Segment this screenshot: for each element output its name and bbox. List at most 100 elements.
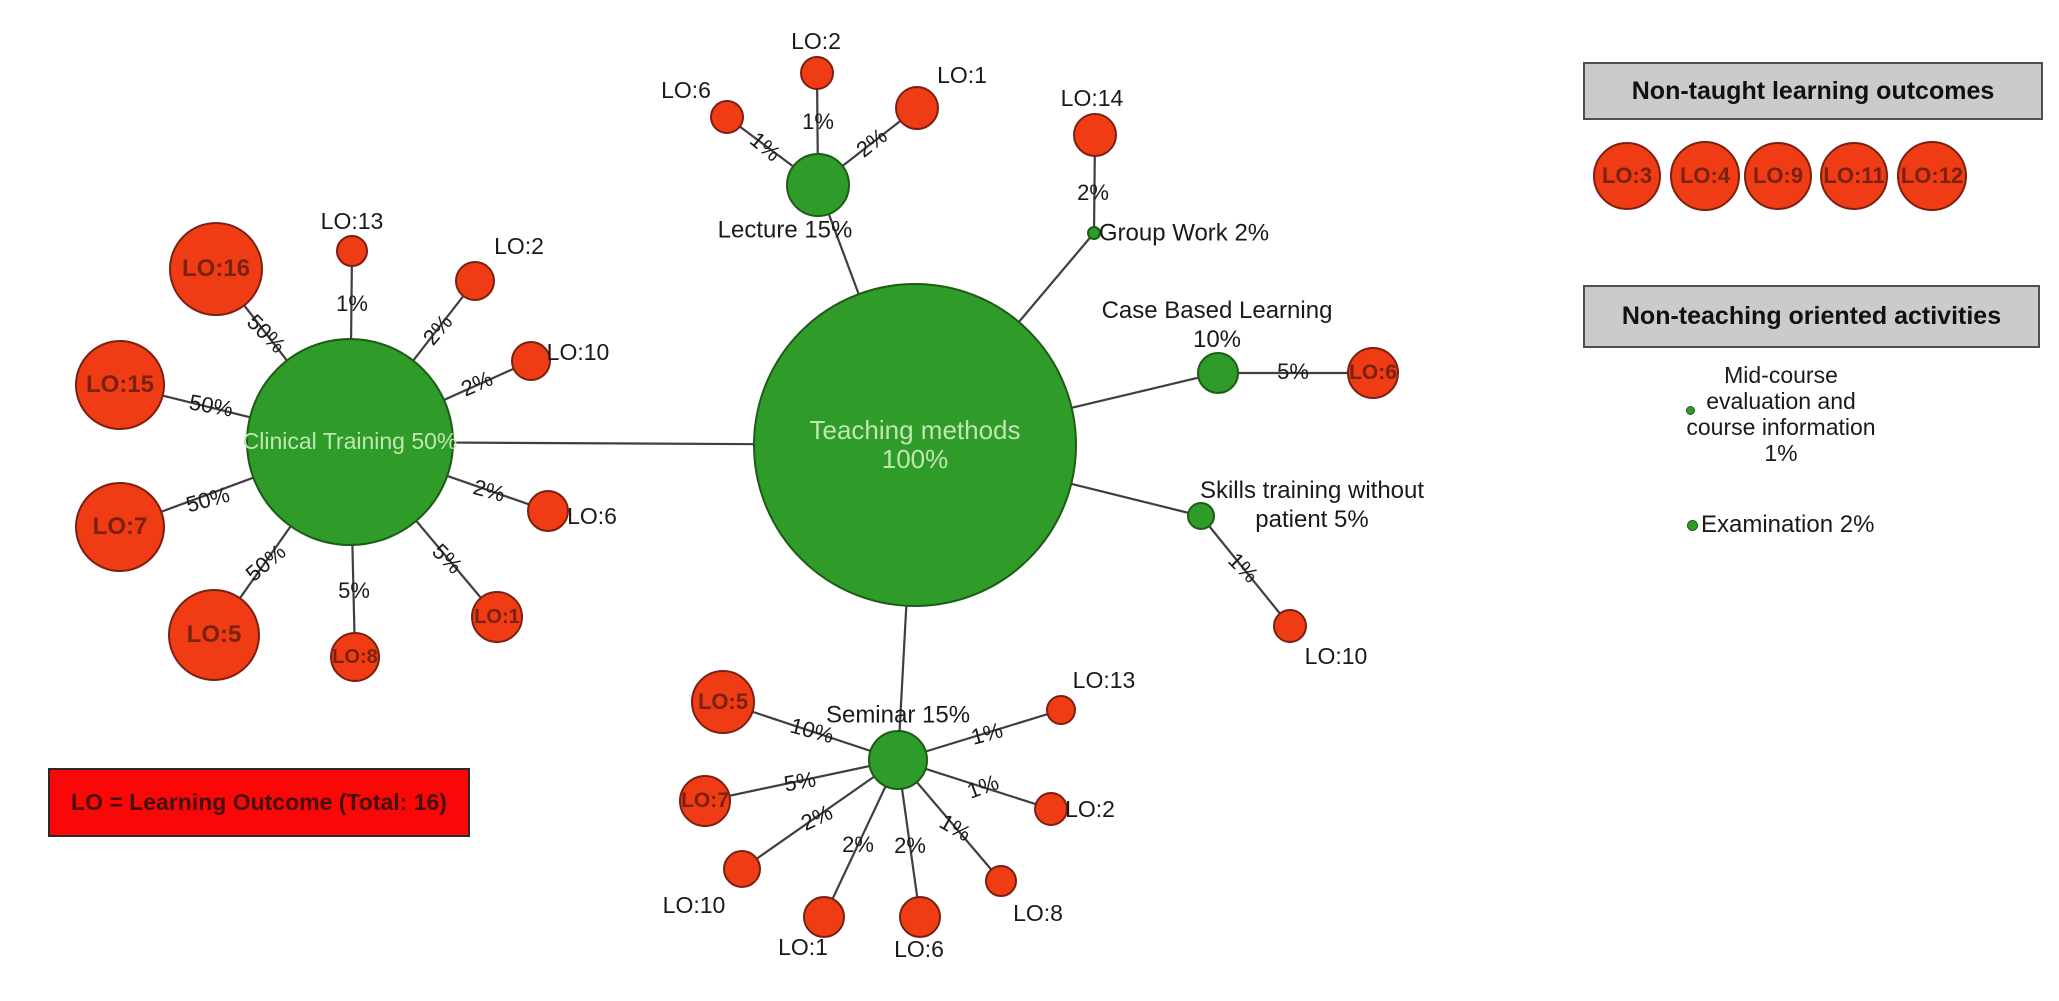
edge-pct-lecture-l2: 1% [802, 109, 834, 134]
node-casebased [1197, 352, 1239, 394]
node-c5: LO:5 [168, 589, 260, 681]
node-nt2: LO:9 [1744, 142, 1812, 210]
node-se1 [803, 896, 845, 938]
node-label-line: Seminar 15% [825, 701, 971, 729]
node-label-c6: LO:6 [567, 503, 617, 531]
node-label-line: Skills training without [1199, 477, 1425, 505]
node-label-l14: LO:14 [1061, 85, 1124, 113]
edge-pct-seminar-se6: 2% [894, 833, 926, 858]
node-c7: LO:7 [75, 482, 165, 572]
node-nt3: LO:11 [1820, 142, 1888, 210]
edge-seminar-se7 [704, 758, 899, 803]
node-inside-label: LO:6 [1349, 361, 1397, 385]
node-se5: LO:5 [691, 670, 755, 734]
node-label-line: LO:6 [567, 503, 617, 530]
midcourse-item: Mid-course evaluation and course informa… [1661, 362, 1901, 466]
node-inside-label: LO:3 [1601, 162, 1653, 188]
node-label-line: LO:1 [937, 62, 987, 89]
midcourse-line-1: Mid-course [1724, 362, 1838, 388]
node-se10 [723, 850, 761, 888]
non-taught-panel-header: Non-taught learning outcomes [1583, 62, 2043, 120]
midcourse-dot-icon [1686, 406, 1695, 415]
node-label-line: LO:8 [1013, 900, 1063, 927]
node-label-s10: LO:10 [1305, 643, 1368, 671]
edge-pct-clinical-c13: 1% [336, 291, 368, 316]
node-label-line: Lecture 15% [717, 216, 853, 244]
node-inside-label: Clinical Training 50% [242, 428, 458, 455]
node-label-se8: LO:8 [1013, 900, 1063, 928]
edge-pct-groupwork-l14: 2% [1077, 180, 1109, 205]
node-c10 [511, 341, 551, 381]
node-label-l1: LO:1 [937, 62, 987, 90]
node-inside-label: LO:5 [186, 620, 242, 648]
node-label-line: LO:6 [894, 936, 944, 963]
node-inside-label: LO:16 [181, 254, 250, 282]
node-skills [1187, 502, 1215, 530]
node-nt4: LO:12 [1897, 141, 1967, 211]
node-label-line: 10% [1192, 326, 1242, 353]
node-label-line: Case Based Learning [1101, 297, 1333, 325]
node-inside-label: Teaching methods [809, 414, 1021, 445]
node-label-line: LO:6 [661, 77, 711, 104]
node-nt0: LO:3 [1593, 142, 1661, 210]
node-inside-label: LO:7 [681, 789, 729, 813]
node-label-line: LO:2 [791, 28, 841, 55]
edge-pct-casebased-cb6: 5% [1277, 359, 1309, 384]
examination-dot-icon [1687, 520, 1698, 531]
midcourse-line-3: course information [1686, 414, 1876, 440]
node-c1: LO:1 [471, 591, 523, 643]
node-c8: LO:8 [330, 632, 380, 682]
non-teaching-panel-header: Non-teaching oriented activities [1583, 285, 2040, 348]
legend-box: LO = Learning Outcome (Total: 16) [48, 768, 470, 837]
node-label-line: LO:13 [1072, 667, 1136, 694]
midcourse-line-4: 1% [1764, 440, 1798, 466]
node-label-c2: LO:2 [494, 233, 544, 261]
node-label-line: LO:14 [1060, 85, 1124, 112]
node-label-seminar: Seminar 15% [826, 702, 970, 731]
node-label-line: LO:10 [1304, 643, 1368, 670]
node-label-c10: LO:10 [547, 339, 610, 367]
node-label-se2: LO:2 [1065, 796, 1115, 824]
edge-pct-seminar-se1: 2% [842, 832, 874, 857]
node-seminar [868, 730, 928, 790]
node-label-se13: LO:13 [1073, 667, 1136, 695]
node-teaching: Teaching methods 100% [753, 283, 1077, 607]
node-inside-label: LO:15 [85, 370, 154, 398]
node-c15: LO:15 [75, 340, 165, 430]
node-label-line: Group Work 2% [1098, 219, 1270, 247]
non-teaching-panel-title: Non-teaching oriented activities [1621, 302, 2002, 330]
node-label-groupwork: Group Work 2% [1099, 220, 1269, 249]
node-label-se10: LO:10 [663, 892, 726, 920]
node-cb6: LO:6 [1347, 347, 1399, 399]
node-inside-label: 100% [881, 444, 949, 474]
node-se7: LO:7 [679, 775, 731, 827]
node-l14 [1073, 113, 1117, 157]
node-inside-label: LO:11 [1823, 162, 1885, 188]
examination-item: Examination 2% [1701, 510, 1875, 538]
node-l6 [710, 100, 744, 134]
node-se13 [1046, 695, 1076, 725]
node-label-l6: LO:6 [661, 77, 711, 105]
node-label-line: LO:2 [1065, 796, 1115, 823]
node-label-lecture: Lecture 15% [718, 217, 853, 246]
legend-text: LO = Learning Outcome (Total: 16) [71, 789, 447, 815]
node-label-line: patient 5% [1255, 506, 1369, 533]
node-label-se1: LO:1 [778, 934, 828, 962]
node-label-se6: LO:6 [894, 936, 944, 964]
node-se8 [985, 865, 1017, 897]
non-taught-panel-title: Non-taught learning outcomes [1631, 76, 1995, 105]
node-c16: LO:16 [169, 222, 263, 316]
node-label-l2: LO:2 [791, 28, 841, 56]
node-c13 [336, 235, 368, 267]
node-c6 [527, 490, 569, 532]
node-se6 [899, 896, 941, 938]
node-clinical: Clinical Training 50% [243, 338, 457, 546]
node-l1 [895, 86, 939, 130]
node-lecture [786, 153, 850, 217]
node-label-line: LO:13 [320, 208, 384, 235]
node-groupwork [1087, 226, 1101, 240]
edge-seminar-se10 [741, 759, 899, 870]
